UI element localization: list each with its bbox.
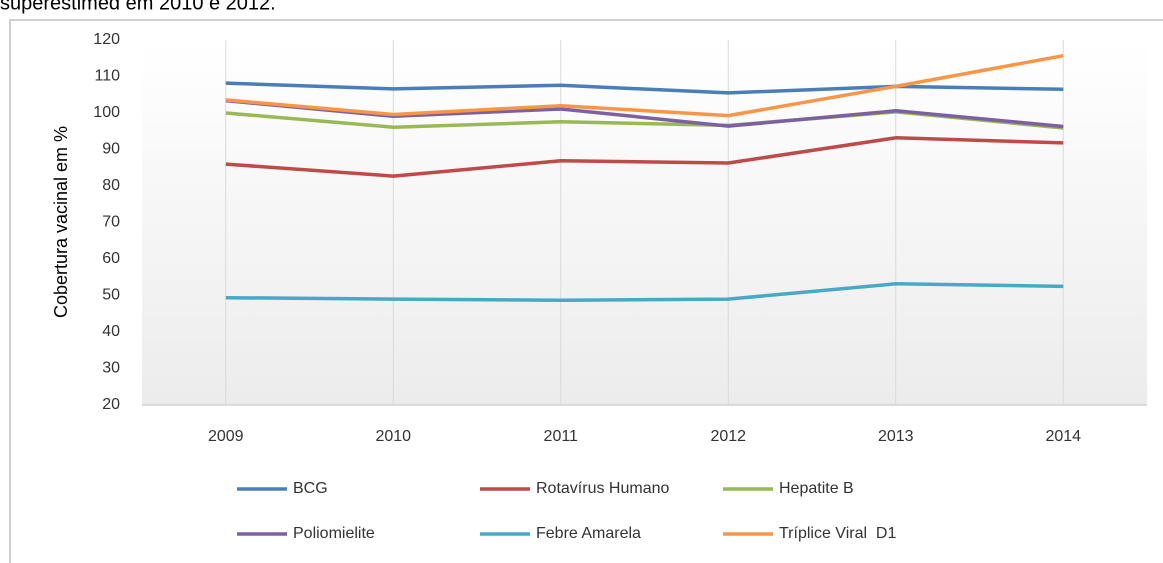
x-tick-label: 2011	[544, 428, 579, 445]
series-line	[225, 81, 1064, 95]
y-tick-label: 100	[93, 104, 120, 121]
series-line	[225, 282, 1064, 302]
legend-label: Hepatite B	[779, 480, 854, 497]
x-tick-label: 2012	[710, 428, 746, 445]
x-tick-label: 2010	[375, 428, 411, 445]
caption-text: superestimed em 2010 e 2012.	[0, 0, 276, 14]
chart-frame	[9, 19, 1163, 563]
legend-label: BCG	[293, 480, 328, 497]
x-tick-label: 2013	[878, 428, 914, 445]
y-tick-label: 110	[94, 68, 120, 85]
y-tick-label: 120	[93, 31, 120, 48]
y-tick-label: 50	[102, 287, 120, 304]
legend-label: Febre Amarela	[536, 525, 641, 542]
legend-label: Rotavírus Humano	[536, 480, 669, 497]
y-axis-title: Cobertura vacinal em %	[51, 126, 71, 318]
y-tick-label: 70	[102, 214, 120, 231]
legend-label: Tríplice Viral D1	[779, 525, 896, 542]
y-tick-label: 40	[102, 323, 120, 340]
y-tick-label: 60	[102, 250, 120, 267]
x-tick-label: 2009	[208, 428, 244, 445]
plot-area	[142, 40, 1147, 405]
y-tick-label: 20	[102, 396, 120, 413]
legend-label: Poliomielite	[293, 525, 375, 542]
y-tick-label: 80	[102, 177, 120, 194]
y-tick-label: 90	[102, 141, 120, 158]
y-tick-label: 30	[102, 360, 120, 377]
series-line	[225, 136, 1064, 178]
x-tick-label: 2014	[1045, 428, 1081, 445]
series-line	[225, 53, 1064, 118]
